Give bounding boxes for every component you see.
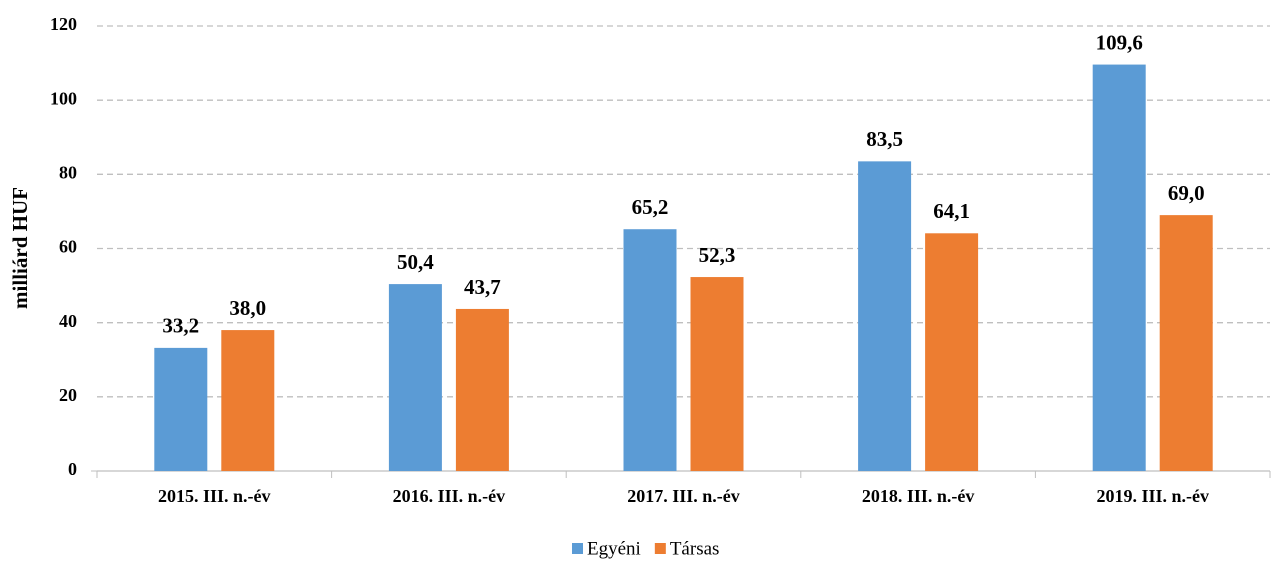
y-tick-label: 120 xyxy=(50,14,77,34)
value-label: 33,2 xyxy=(162,314,199,338)
y-tick-label: 60 xyxy=(59,237,77,257)
value-label: 64,1 xyxy=(933,199,970,223)
bar xyxy=(858,161,912,471)
y-axis-label: milliárd HUF xyxy=(8,187,32,309)
bar xyxy=(455,308,509,471)
value-label: 43,7 xyxy=(464,275,501,299)
bar xyxy=(154,347,208,471)
legend-swatch xyxy=(572,543,583,554)
legend-label: Egyéni xyxy=(587,538,641,559)
y-tick-label: 40 xyxy=(59,311,77,331)
x-tick-label: 2016. III. n.-év xyxy=(393,486,506,506)
legend-label: Társas xyxy=(670,538,720,559)
legend-swatch xyxy=(654,543,666,554)
value-label: 83,5 xyxy=(866,127,903,151)
x-tick-label: 2018. III. n.-év xyxy=(862,486,975,506)
value-label: 50,4 xyxy=(397,250,434,274)
bar xyxy=(1159,215,1213,471)
x-tick-label: 2017. III. n.-év xyxy=(627,486,740,506)
bar xyxy=(623,229,677,471)
y-tick-label: 20 xyxy=(59,385,77,405)
y-tick-label: 80 xyxy=(59,162,77,182)
y-tick-label: 0 xyxy=(68,459,77,479)
value-label: 69,0 xyxy=(1168,181,1205,205)
y-tick-label: 100 xyxy=(50,88,77,108)
x-tick-label: 2015. III. n.-év xyxy=(158,486,271,506)
bar xyxy=(925,233,979,471)
x-tick-label: 2019. III. n.-év xyxy=(1096,486,1209,506)
value-label: 52,3 xyxy=(699,243,736,267)
value-label: 65,2 xyxy=(632,195,669,219)
bar xyxy=(388,284,442,471)
value-label: 38,0 xyxy=(229,296,266,320)
bar xyxy=(690,277,744,471)
value-label: 109,6 xyxy=(1096,30,1143,54)
bar xyxy=(221,330,275,471)
bar xyxy=(1092,64,1146,472)
